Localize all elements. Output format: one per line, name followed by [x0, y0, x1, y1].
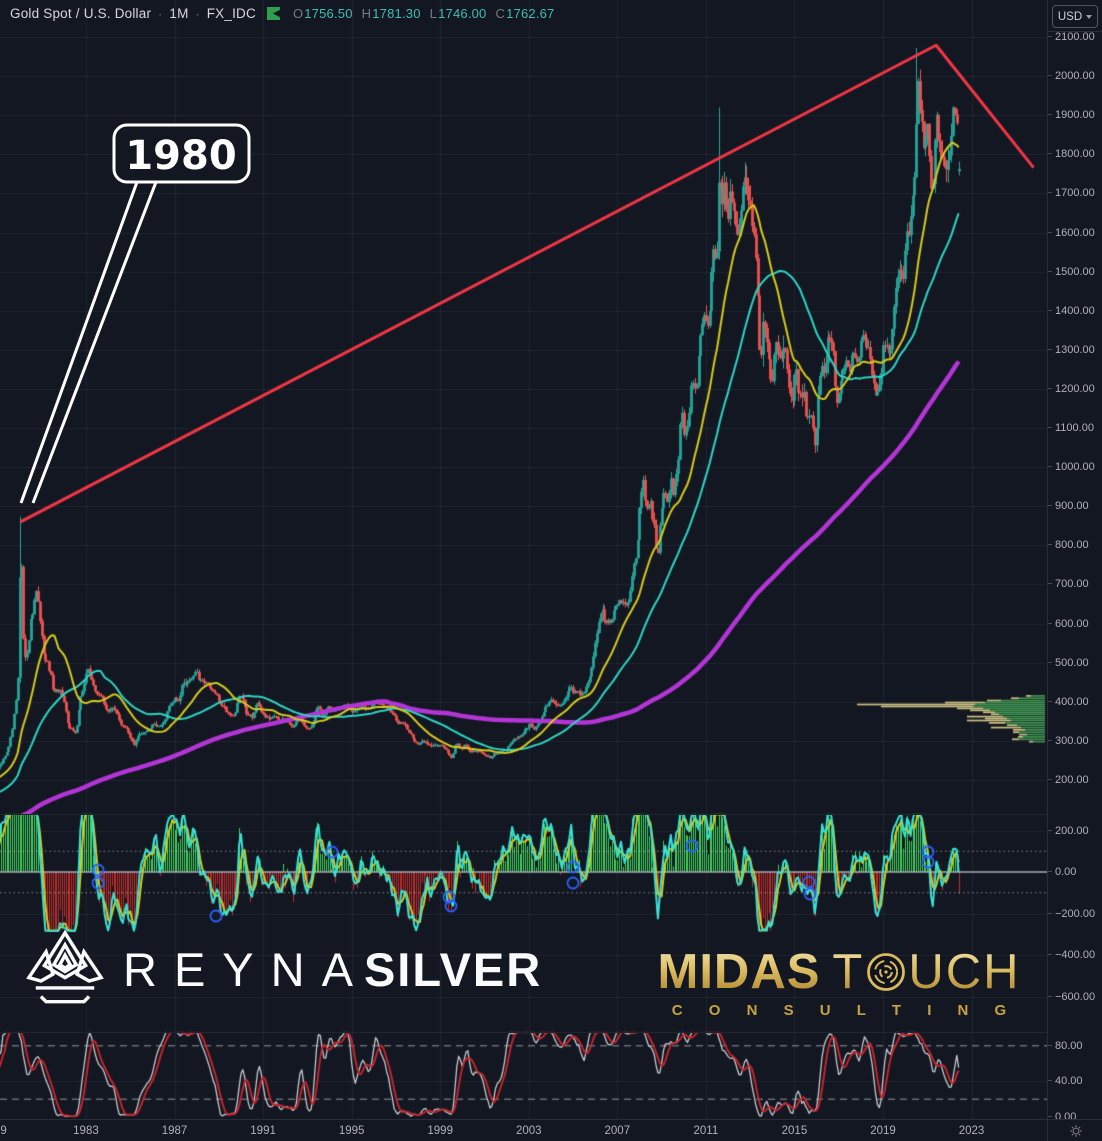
price-axis-label: 2000.00: [1048, 70, 1095, 83]
chevron-down-icon: [1086, 14, 1093, 19]
midas-touch-watermark: MIDAS T UCH C O N S U L T I N G: [653, 946, 1025, 1019]
price-axis-label: 600.00: [1048, 617, 1089, 630]
price-axis-label: 1500.00: [1048, 265, 1095, 278]
stochastic-axis-label: 80.00: [1048, 1039, 1083, 1052]
time-axis-label: 1991: [250, 1125, 276, 1137]
chart-canvas[interactable]: [0, 0, 1047, 1119]
price-axis-label: 400.00: [1048, 695, 1089, 708]
time-axis-label: 1995: [338, 1125, 365, 1137]
time-axis-label: 1987: [161, 1125, 188, 1137]
low-value: 1746.00: [438, 6, 487, 21]
oscillator-axis-label: 200.00: [1048, 824, 1089, 837]
price-axis-label: 900.00: [1048, 500, 1089, 513]
price-axis-label: 800.00: [1048, 539, 1089, 552]
ohlc-values: O 1756.50 H 1781.30 L 1746.00 C 1762.67: [293, 6, 555, 21]
price-axis-label: 1000.00: [1048, 461, 1095, 474]
separator-dot: ·: [158, 6, 163, 21]
time-axis-label: 2015: [781, 1125, 808, 1137]
time-axis-label: 79: [0, 1125, 7, 1137]
separator-dot: ·: [195, 6, 200, 21]
pane-settings-corner[interactable]: [1047, 1120, 1102, 1141]
stochastic-axis-label: 40.00: [1048, 1075, 1083, 1088]
price-axis-label: 300.00: [1048, 734, 1089, 747]
price-axis[interactable]: 2100.00 2000.00 1900.00 1800.00 1700.00 1600.…: [1047, 0, 1102, 1123]
price-axis-label: 1400.00: [1048, 304, 1095, 317]
price-axis-label: 1700.00: [1048, 187, 1095, 200]
price-axis-label: 1300.00: [1048, 343, 1095, 356]
price-axis-label: 1900.00: [1048, 109, 1095, 122]
symbol-title[interactable]: Gold Spot / U.S. Dollar: [10, 6, 152, 21]
oscillator-axis-label: −400.00: [1047, 949, 1096, 961]
time-axis[interactable]: 79 1983 1987 1991 1995 1999 2003 2007 2011 2015 20…: [0, 1119, 1102, 1141]
time-axis-label: 2011: [693, 1125, 719, 1137]
price-axis-label: 1100.00: [1048, 422, 1094, 434]
midas-wordmark: MIDAS: [657, 945, 821, 999]
price-axis-label: 500.00: [1048, 656, 1089, 669]
open-label: O: [292, 6, 304, 21]
pane-separator[interactable]: [0, 814, 1047, 815]
open-value: 1756.50: [304, 6, 353, 21]
gear-icon[interactable]: [1068, 1123, 1084, 1139]
time-axis-label: 1983: [73, 1125, 99, 1137]
axis-header-separator: [1048, 31, 1102, 32]
oscillator-axis-label: −200.00: [1047, 907, 1096, 920]
oscillator-axis-label: −600.00: [1047, 990, 1096, 1003]
price-axis-label: 1200.00: [1048, 382, 1095, 395]
consulting-subtitle: C O N S U L T I N G: [671, 1002, 1018, 1019]
currency-selector-button[interactable]: USD: [1052, 5, 1098, 28]
time-axis-label: 2023: [958, 1125, 985, 1137]
time-axis-label: 2007: [604, 1125, 631, 1137]
oscillator-axis-label: 0.00: [1047, 866, 1077, 878]
exchange-label[interactable]: FX_IDC: [206, 6, 256, 21]
high-value: 1781.30: [372, 6, 421, 21]
pane-separator[interactable]: [0, 1032, 1047, 1033]
currency-label: USD: [1057, 10, 1083, 23]
high-label: H: [361, 6, 372, 21]
reyna-silver-watermark: REYNA SILVER: [22, 929, 542, 1009]
reyna-crown-icon: [26, 929, 104, 1004]
price-axis-label: 1600.00: [1048, 226, 1095, 239]
time-axis-label: 1999: [427, 1125, 453, 1137]
price-axis-label: 1800.00: [1048, 148, 1095, 161]
silver-wordmark: SILVER: [363, 942, 543, 996]
touch-uch-letters: UCH: [908, 945, 1021, 999]
low-label: L: [429, 6, 438, 21]
price-axis-label: 2100.00: [1048, 31, 1095, 43]
interval-label[interactable]: 1M: [169, 6, 189, 21]
time-axis-label: 2003: [515, 1125, 542, 1137]
fingerprint-icon: [865, 951, 907, 993]
price-axis-label: 200.00: [1048, 773, 1089, 786]
exchange-flag-icon: [266, 7, 280, 20]
time-axis-label: 2019: [870, 1125, 896, 1137]
close-value: 1762.67: [506, 6, 555, 21]
touch-t-letter: T: [832, 945, 865, 999]
close-label: C: [495, 6, 506, 21]
price-axis-label: 700.00: [1048, 578, 1089, 591]
reyna-wordmark: REYNA: [123, 942, 370, 996]
